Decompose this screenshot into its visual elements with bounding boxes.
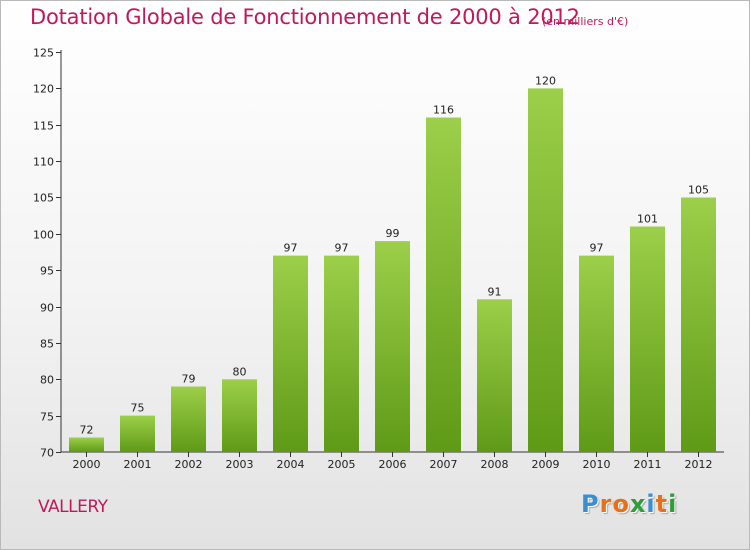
bar-2009[interactable] [528, 88, 563, 453]
bar-value-label: 105 [688, 184, 709, 197]
x-tick-label: 2011 [634, 458, 662, 471]
bar-2010[interactable] [579, 255, 614, 452]
x-tick-label: 2001 [124, 458, 152, 471]
x-tick-label: 2009 [532, 458, 560, 471]
y-tick-label: 125 [33, 47, 54, 60]
bar-2002[interactable] [171, 386, 206, 453]
y-tick-label: 95 [40, 265, 54, 278]
y-tick-label: 115 [33, 120, 54, 133]
y-tick-label: 120 [33, 83, 54, 96]
x-tick-label: 2008 [481, 458, 509, 471]
bar-value-label: 80 [233, 365, 247, 378]
bar-2012[interactable] [681, 197, 716, 453]
bar-value-label: 116 [433, 104, 454, 117]
chart-subtitle: (en milliers d'€) [542, 15, 629, 28]
bar-value-label: 91 [488, 285, 502, 298]
logo-letter: P [581, 490, 600, 518]
bar-value-label: 97 [590, 242, 604, 255]
bar-2004[interactable] [273, 255, 308, 452]
logo-letter: t [655, 490, 669, 518]
x-tick-label: 2004 [277, 458, 305, 471]
proxiti-logo[interactable]: Proxiti [581, 490, 677, 518]
x-tick-label: 2003 [226, 458, 254, 471]
bar-2006[interactable] [375, 241, 410, 452]
logo-letter: x [629, 490, 647, 518]
chart-title: Dotation Globale de Fonctionnement de 20… [30, 5, 580, 29]
x-tick-label: 2012 [685, 458, 713, 471]
y-tick-label: 80 [40, 374, 54, 387]
bar-2003[interactable] [222, 379, 257, 452]
x-tick-label: 2006 [379, 458, 407, 471]
bar-value-label: 97 [284, 242, 298, 255]
x-tick-label: 2007 [430, 458, 458, 471]
y-tick-label: 105 [33, 192, 54, 205]
bar-2001[interactable] [120, 415, 155, 452]
commune-name: VALLERY [38, 497, 108, 517]
logo-letter: o [612, 490, 630, 518]
bar-value-label: 99 [386, 227, 400, 240]
bar-value-label: 97 [335, 242, 349, 255]
x-tick-label: 2010 [583, 458, 611, 471]
y-tick-label: 110 [33, 156, 54, 169]
y-tick-label: 70 [40, 447, 54, 460]
bar-value-label: 72 [80, 424, 94, 437]
bar-2007[interactable] [426, 117, 461, 453]
y-tick-label: 100 [33, 229, 54, 242]
bar-2005[interactable] [324, 255, 359, 452]
y-tick-label: 85 [40, 338, 54, 351]
bar-2000[interactable] [69, 437, 104, 453]
bar-value-label: 79 [182, 373, 196, 386]
logo-letter: r [599, 490, 613, 518]
y-tick-label: 75 [40, 411, 54, 424]
y-tick-label: 90 [40, 302, 54, 315]
bar-2011[interactable] [630, 226, 665, 453]
logo-letter: i [646, 490, 656, 518]
logo-letter: i [668, 490, 678, 518]
x-tick-label: 2005 [328, 458, 356, 471]
x-tick-label: 2000 [73, 458, 101, 471]
bar-2008[interactable] [477, 299, 512, 452]
bar-value-label: 120 [535, 74, 556, 87]
bar-value-label: 101 [637, 213, 658, 226]
x-tick-label: 2002 [175, 458, 203, 471]
bar-value-label: 75 [131, 402, 145, 415]
